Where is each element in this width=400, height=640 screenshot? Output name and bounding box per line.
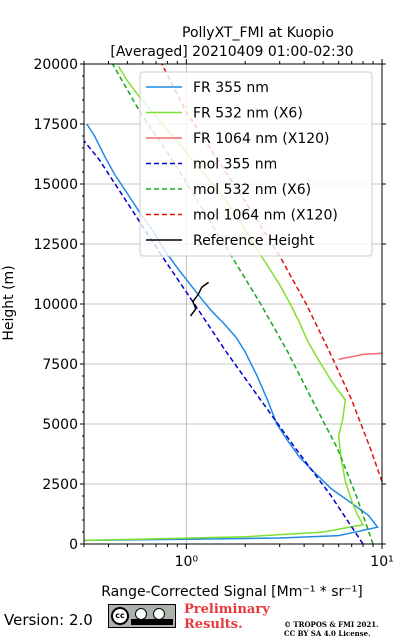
series-line-fr355 (84, 123, 379, 542)
y-axis-label: Height (m) (1, 265, 17, 340)
y-tick-label: 12500 (33, 237, 78, 253)
legend-label-mol532: mol 532 nm (X6) (193, 182, 311, 198)
legend-label-mol1064: mol 1064 nm (X120) (193, 208, 338, 224)
series-line-mol1064 (161, 64, 382, 482)
legend-label-ref: Reference Height (193, 233, 315, 249)
ticks-layer: 0 2500 5000 7500 10000 12500 15000 17500 20000 10… (33, 57, 393, 570)
y-tick-label: 10000 (33, 297, 78, 313)
series-line-ref (189, 281, 210, 317)
y-tick-label: 2500 (42, 477, 78, 493)
copyright-line2: CC BY SA 4.0 License. (284, 629, 371, 638)
copyright-line1: © TROPOS & FMI 2021. (284, 620, 379, 629)
preliminary-results-label: Preliminary Results. (184, 602, 270, 632)
series-line-mol355 (84, 140, 364, 544)
y-tick-label: 0 (69, 537, 78, 553)
badge-bar (131, 619, 173, 625)
legend: FR 355 nm FR 532 nm (X6) FR 1064 nm (X120)… (139, 71, 373, 257)
x-axis-label: Range-Corrected Signal [Mm⁻¹ * sr⁻¹] (101, 584, 363, 600)
x-tick-label: 10¹ (370, 554, 393, 570)
series-line-mol532 (111, 64, 374, 544)
cc-logo-icon: cc (111, 607, 129, 625)
preliminary-line1: Preliminary (184, 602, 270, 617)
chart-title-line2: [Averaged] 20210409 01:00-02:30 (110, 44, 353, 60)
copyright-notice: © TROPOS & FMI 2021. CC BY SA 4.0 Licens… (284, 620, 379, 638)
cc-by-sa-badge-icon: cc (108, 604, 176, 628)
preliminary-line2: Results. (184, 617, 243, 632)
legend-box (139, 71, 373, 257)
legend-label-fr1064: FR 1064 nm (X120) (193, 131, 330, 147)
legend-label-fr355: FR 355 nm (193, 80, 269, 96)
y-tick-label: 5000 (42, 417, 78, 433)
chart-title-line1: PollyXT_FMI at Kuopio (182, 25, 334, 41)
legend-label-mol355: mol 355 nm (193, 157, 277, 173)
y-tick-label: 17500 (33, 117, 78, 133)
series-line-fr1064 (338, 352, 382, 360)
y-tick-label: 20000 (33, 57, 78, 73)
y-tick-label: 15000 (33, 177, 78, 193)
y-tick-label: 7500 (42, 357, 78, 373)
legend-label-fr532: FR 532 nm (X6) (193, 106, 303, 122)
version-label: Version: 2.0 (4, 611, 93, 629)
x-tick-label: 10⁰ (175, 554, 199, 570)
